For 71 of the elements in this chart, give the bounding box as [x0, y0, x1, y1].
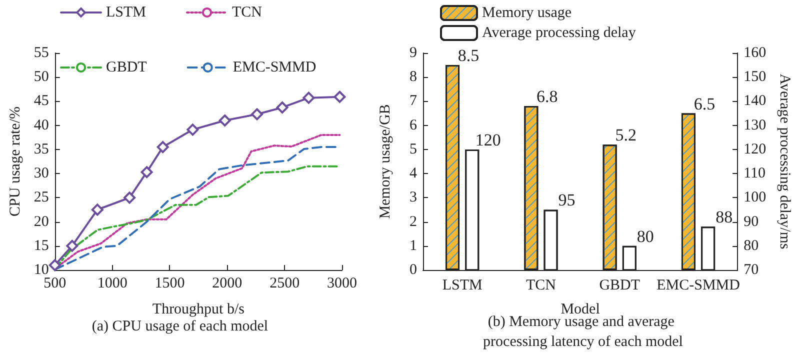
y-axis-title: CPU usage rate/% — [8, 106, 24, 216]
y-tick-label: 15 — [34, 238, 49, 254]
x-tick-label: 500 — [44, 276, 66, 292]
data-label: 88 — [716, 208, 733, 227]
y-tick-label: 6 — [410, 117, 418, 134]
y-tick-label: 1 — [410, 238, 417, 254]
y2-tick-label: 110 — [744, 166, 766, 182]
point — [334, 90, 346, 103]
y2-tick-label: 120 — [744, 141, 766, 158]
point — [186, 124, 199, 136]
point — [251, 108, 264, 120]
y-tick-label: 55 — [34, 45, 49, 61]
point — [48, 259, 61, 272]
data-label: 8.5 — [458, 46, 480, 66]
x-tick-label: LSTM — [442, 278, 482, 294]
data-label: 120 — [475, 130, 501, 150]
x-tick-label: TCN — [526, 278, 556, 294]
text: (a) CPU usage of each model — [92, 318, 268, 334]
x-tick-label: EMC-SMMD — [656, 278, 740, 294]
y-tick-label: 5 — [410, 141, 417, 158]
x-tick-label: 1500 — [154, 276, 185, 292]
legend-label: TCN — [232, 4, 262, 20]
y-axis-title: Memory usage/GB — [378, 104, 394, 219]
point — [302, 92, 315, 104]
legend-label: Memory usage — [482, 5, 572, 21]
y2-tick-label: 80 — [744, 238, 759, 254]
point — [91, 204, 104, 216]
legend-label: LSTM — [106, 4, 146, 20]
data-label: 6.5 — [694, 94, 716, 114]
y2-tick-label: 130 — [744, 117, 766, 134]
y-tick-label: 7 — [410, 93, 418, 110]
y-tick-label: 40 — [34, 117, 49, 134]
y-tick-label: 9 — [410, 45, 417, 61]
x-tick-label: GBDT — [599, 278, 640, 294]
y2-tick-label: 140 — [744, 93, 766, 110]
x-tick-label: 2500 — [270, 276, 300, 292]
x-tick-label: 1000 — [97, 276, 128, 292]
x-tick-label: 2000 — [212, 276, 242, 292]
data-label: 6.8 — [536, 87, 558, 106]
y-tick-label: 0 — [410, 262, 417, 278]
y-tick-label: 45 — [34, 93, 49, 110]
y-tick-label: 25 — [34, 190, 49, 206]
point — [140, 166, 153, 178]
legend-label: Average processing delay — [482, 25, 636, 41]
data-label: 5.2 — [615, 126, 636, 145]
y2-tick-label: 150 — [744, 69, 766, 86]
y-tick-label: 10 — [34, 262, 49, 278]
data-label: 95 — [558, 190, 576, 210]
point — [156, 141, 169, 154]
y-tick-label: 8 — [410, 69, 417, 86]
data-label: 80 — [636, 226, 654, 246]
y2-axis-title: Average processing delay/ms — [776, 74, 792, 250]
point — [66, 240, 78, 252]
point — [276, 101, 288, 114]
y-tick-label: 3 — [410, 190, 417, 206]
x-tick-label: 3000 — [327, 276, 357, 292]
y-tick-label: 2 — [410, 214, 417, 230]
y-tick-label: 35 — [34, 141, 49, 158]
y-tick-label: 30 — [34, 166, 49, 182]
point — [218, 114, 231, 127]
x-axis-title: Throughput b/s — [152, 302, 245, 318]
y2-tick-label: 90 — [744, 214, 759, 230]
y2-tick-label: 100 — [744, 190, 766, 206]
legend-label: GBDT — [106, 60, 147, 76]
y-tick-label: 50 — [34, 69, 49, 86]
y-tick-label: 20 — [34, 214, 49, 230]
y2-tick-label: 160 — [744, 45, 766, 61]
legend-label: EMC-SMMD — [232, 60, 316, 76]
y2-tick-label: 70 — [744, 262, 759, 278]
y-tick-label: 4 — [410, 166, 418, 182]
point — [124, 192, 136, 204]
